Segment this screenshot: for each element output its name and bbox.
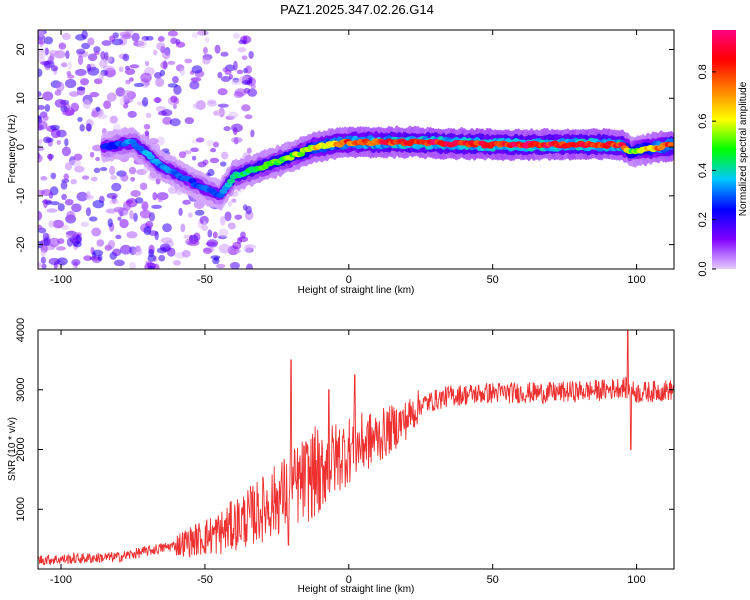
x-tick-label: 50 — [487, 574, 499, 586]
y-tick-label: 20 — [15, 43, 27, 55]
chart-title: PAZ1.2025.347.02.26.G14 — [280, 2, 434, 17]
colorbar-tick-label: 0.8 — [697, 64, 709, 79]
x-tick-label: -100 — [50, 274, 72, 286]
spectrogram-x-ticks: -100 -50 0 50 100 — [50, 30, 646, 286]
snr-series-line — [37, 329, 675, 566]
x-tick-label: -50 — [197, 574, 213, 586]
colorbar-ticks: 0.0 0.2 0.4 0.6 0.8 — [697, 64, 716, 277]
colorbar-label: Normalized spectral amplitude — [738, 81, 749, 216]
colorbar: 0.0 0.2 0.4 0.6 0.8 Normalized spectral ampl… — [697, 30, 749, 277]
snr-y-label: SNR (10 * v/v) — [7, 417, 18, 481]
x-tick-label: 50 — [487, 274, 499, 286]
heatmap-area — [38, 30, 674, 269]
x-tick-label: -100 — [50, 574, 72, 586]
colorbar-gradient — [712, 30, 736, 269]
y-tick-label: 1000 — [15, 497, 27, 521]
y-tick-label: -20 — [15, 237, 27, 253]
x-tick-label: 0 — [346, 574, 352, 586]
y-tick-label: 3000 — [15, 378, 27, 402]
spectrogram-x-label: Height of straight line (km) — [298, 285, 415, 296]
spectrogram-y-ticks: -20 -10 0 10 20 — [15, 43, 674, 253]
colorbar-tick-label: 0.4 — [697, 163, 709, 178]
x-tick-label: 100 — [627, 574, 645, 586]
x-tick-label: -50 — [197, 274, 213, 286]
y-tick-label: -10 — [15, 188, 27, 204]
colorbar-tick-label: 0.2 — [697, 212, 709, 227]
y-tick-label: 10 — [15, 92, 27, 104]
snr-y-ticks: 1000 2000 3000 4000 — [15, 318, 674, 521]
y-tick-label: 4000 — [15, 318, 27, 342]
colorbar-tick-label: 0.0 — [697, 261, 709, 276]
spectrogram-frame — [37, 29, 675, 270]
snr-x-label: Height of straight line (km) — [298, 584, 415, 595]
snr-x-ticks: -100 -50 0 50 100 — [50, 330, 646, 586]
x-tick-label: 100 — [627, 274, 645, 286]
snr-panel: -100 -50 0 50 100 1000 2000 3000 4000 Height of… — [7, 318, 675, 595]
y-tick-label: 2000 — [15, 437, 27, 461]
spectrogram-y-label: Frequency (Hz) — [7, 115, 18, 184]
y-tick-label: 0 — [15, 144, 27, 150]
x-tick-label: 0 — [346, 274, 352, 286]
colorbar-tick-label: 0.6 — [697, 114, 709, 129]
